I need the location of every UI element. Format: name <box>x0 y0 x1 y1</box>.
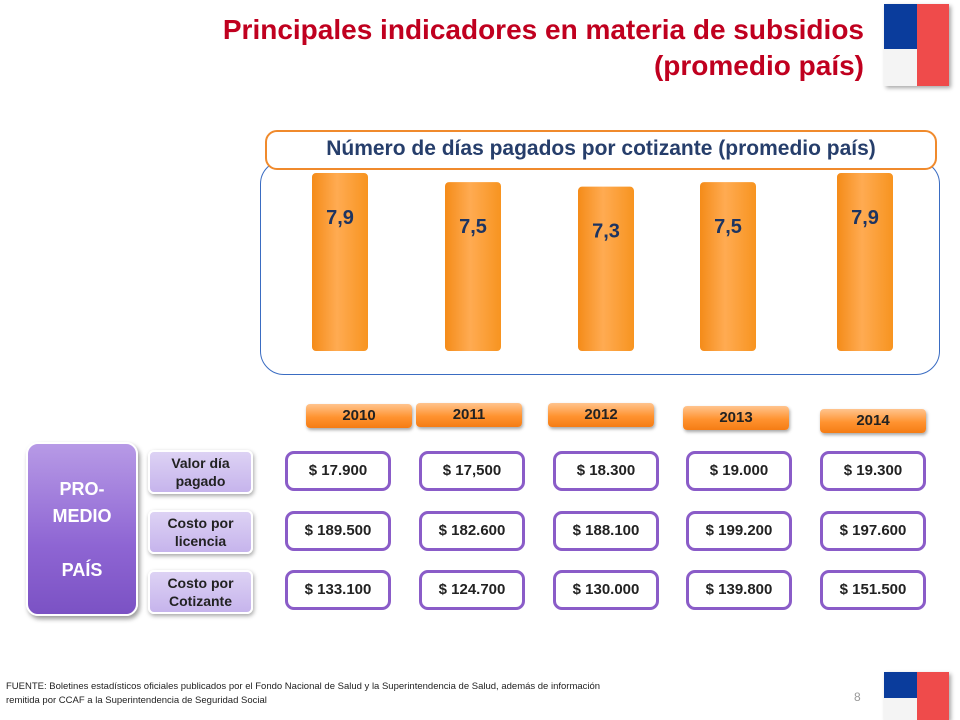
year-header-2011: 2011 <box>416 403 522 427</box>
title-line-1: Principales indicadores en materia de su… <box>222 14 864 45</box>
row-label-valor-dia: Valor día pagado <box>148 450 253 494</box>
cell-costo-cotizante-2012: $ 130.000 <box>553 570 659 610</box>
page-number: 8 <box>854 690 861 704</box>
bar-2014 <box>835 171 895 353</box>
bar-label-2012: 7,3 <box>592 221 620 243</box>
cell-costo-cotizante-2014: $ 151.500 <box>820 570 926 610</box>
bar-2010 <box>310 171 370 353</box>
cell-valor-dia-2014: $ 19.300 <box>820 451 926 491</box>
cell-valor-dia-2010: $ 17.900 <box>285 451 391 491</box>
cell-valor-dia-2012: $ 18.300 <box>553 451 659 491</box>
bar-label-2013: 7,5 <box>714 216 742 238</box>
cell-costo-licencia-2014: $ 197.600 <box>820 511 926 551</box>
cell-costo-licencia-2012: $ 188.100 <box>553 511 659 551</box>
bar-chart: 7,9 7,5 7,3 7,5 7,9 <box>310 171 895 354</box>
cell-costo-cotizante-2010: $ 133.100 <box>285 570 391 610</box>
cell-costo-cotizante-2011: $ 124.700 <box>419 570 525 610</box>
row-label-costo-cotizante: Costo por Cotizante <box>148 570 253 614</box>
bar-2013 <box>698 180 758 354</box>
promedio-line-2: MEDIO <box>52 506 112 526</box>
cell-costo-licencia-2011: $ 182.600 <box>419 511 525 551</box>
source-note: FUENTE: Boletines estadísticos oficiales… <box>6 681 601 706</box>
year-header-2014: 2014 <box>820 409 926 433</box>
promedio-line-3: PAÍS <box>61 560 103 580</box>
bar-2011 <box>443 180 503 354</box>
page-title: Principales indicadores en materia de su… <box>223 12 864 84</box>
year-header-2013: 2013 <box>683 406 789 430</box>
bar-label-2011: 7,5 <box>459 216 487 238</box>
row-label-costo-licencia: Costo por licencia <box>148 510 253 554</box>
chart-title: Número de días pagados por cotizante (pr… <box>265 130 937 170</box>
bar-label-2010: 7,9 <box>326 207 354 229</box>
bar-2012 <box>576 184 636 354</box>
promedio-pais-block: PRO- MEDIO PAÍS <box>26 442 138 616</box>
chile-flag-icon <box>884 4 949 86</box>
cell-costo-licencia-2010: $ 189.500 <box>285 511 391 551</box>
cell-costo-licencia-2013: $ 199.200 <box>686 511 792 551</box>
title-line-2: (promedio país) <box>653 50 864 81</box>
year-header-2012: 2012 <box>548 403 654 427</box>
cell-valor-dia-2011: $ 17,500 <box>419 451 525 491</box>
promedio-line-1: PRO- <box>59 479 105 499</box>
bar-label-2014: 7,9 <box>851 207 879 229</box>
cell-costo-cotizante-2013: $ 139.800 <box>686 570 792 610</box>
year-header-2010: 2010 <box>306 404 412 428</box>
cell-valor-dia-2013: $ 19.000 <box>686 451 792 491</box>
chile-flag-icon-footer <box>884 672 949 720</box>
